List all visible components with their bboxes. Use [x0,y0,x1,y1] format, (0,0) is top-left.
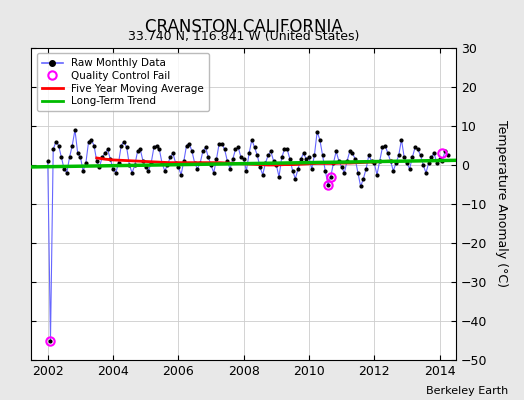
Y-axis label: Temperature Anomaly (°C): Temperature Anomaly (°C) [495,120,508,288]
Text: CRANSTON CALIFORNIA: CRANSTON CALIFORNIA [145,18,343,36]
Legend: Raw Monthly Data, Quality Control Fail, Five Year Moving Average, Long-Term Tren: Raw Monthly Data, Quality Control Fail, … [37,53,209,112]
Text: Berkeley Earth: Berkeley Earth [426,386,508,396]
Text: 33.740 N, 116.841 W (United States): 33.740 N, 116.841 W (United States) [128,30,359,43]
